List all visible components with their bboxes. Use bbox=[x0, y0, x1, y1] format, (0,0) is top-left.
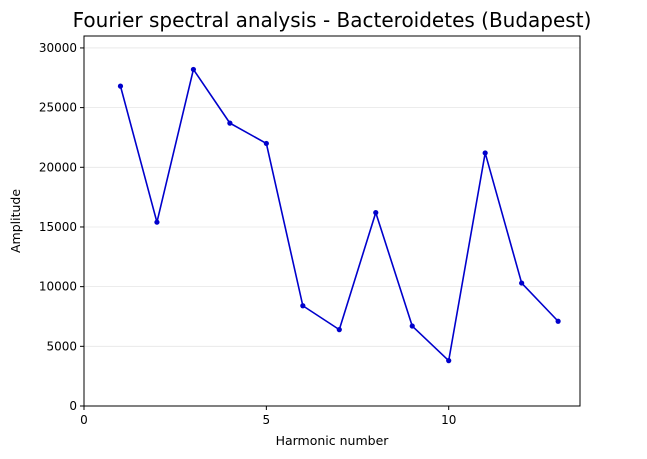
data-point bbox=[117, 83, 124, 89]
y-axis-label: Amplitude bbox=[8, 189, 23, 253]
data-point bbox=[482, 150, 488, 156]
y-tick-label: 20000 bbox=[39, 160, 77, 174]
data-point bbox=[336, 327, 342, 333]
chart-title: Fourier spectral analysis - Bacteroidete… bbox=[73, 8, 592, 32]
data-point bbox=[190, 66, 197, 73]
y-tick-label: 0 bbox=[69, 399, 77, 413]
data-point bbox=[409, 323, 415, 329]
data-point bbox=[154, 219, 160, 225]
y-tick-label: 15000 bbox=[39, 220, 77, 234]
data-point bbox=[555, 318, 561, 324]
x-tick-label: 10 bbox=[441, 413, 456, 427]
gridlines bbox=[84, 47, 580, 407]
x-axis-label: Harmonic number bbox=[276, 433, 390, 448]
data-point bbox=[263, 140, 269, 147]
series-layer bbox=[117, 66, 561, 364]
x-axis-ticks: 0 5 10 bbox=[80, 406, 456, 427]
y-tick-label: 30000 bbox=[39, 41, 77, 55]
x-tick-label: 0 bbox=[80, 413, 88, 427]
plot-frame bbox=[83, 35, 581, 407]
data-point bbox=[227, 120, 233, 126]
data-point bbox=[373, 210, 379, 216]
series-line bbox=[119, 68, 559, 362]
data-point bbox=[519, 280, 525, 286]
y-axis-ticks: 0 5000 10000 15000 20000 25000 30000 bbox=[39, 41, 84, 413]
data-point bbox=[446, 358, 452, 364]
y-tick-label: 5000 bbox=[46, 339, 77, 353]
y-tick-label: 10000 bbox=[39, 280, 77, 294]
y-tick-label: 25000 bbox=[39, 101, 77, 115]
data-point bbox=[300, 303, 306, 309]
x-tick-label: 5 bbox=[263, 413, 271, 427]
